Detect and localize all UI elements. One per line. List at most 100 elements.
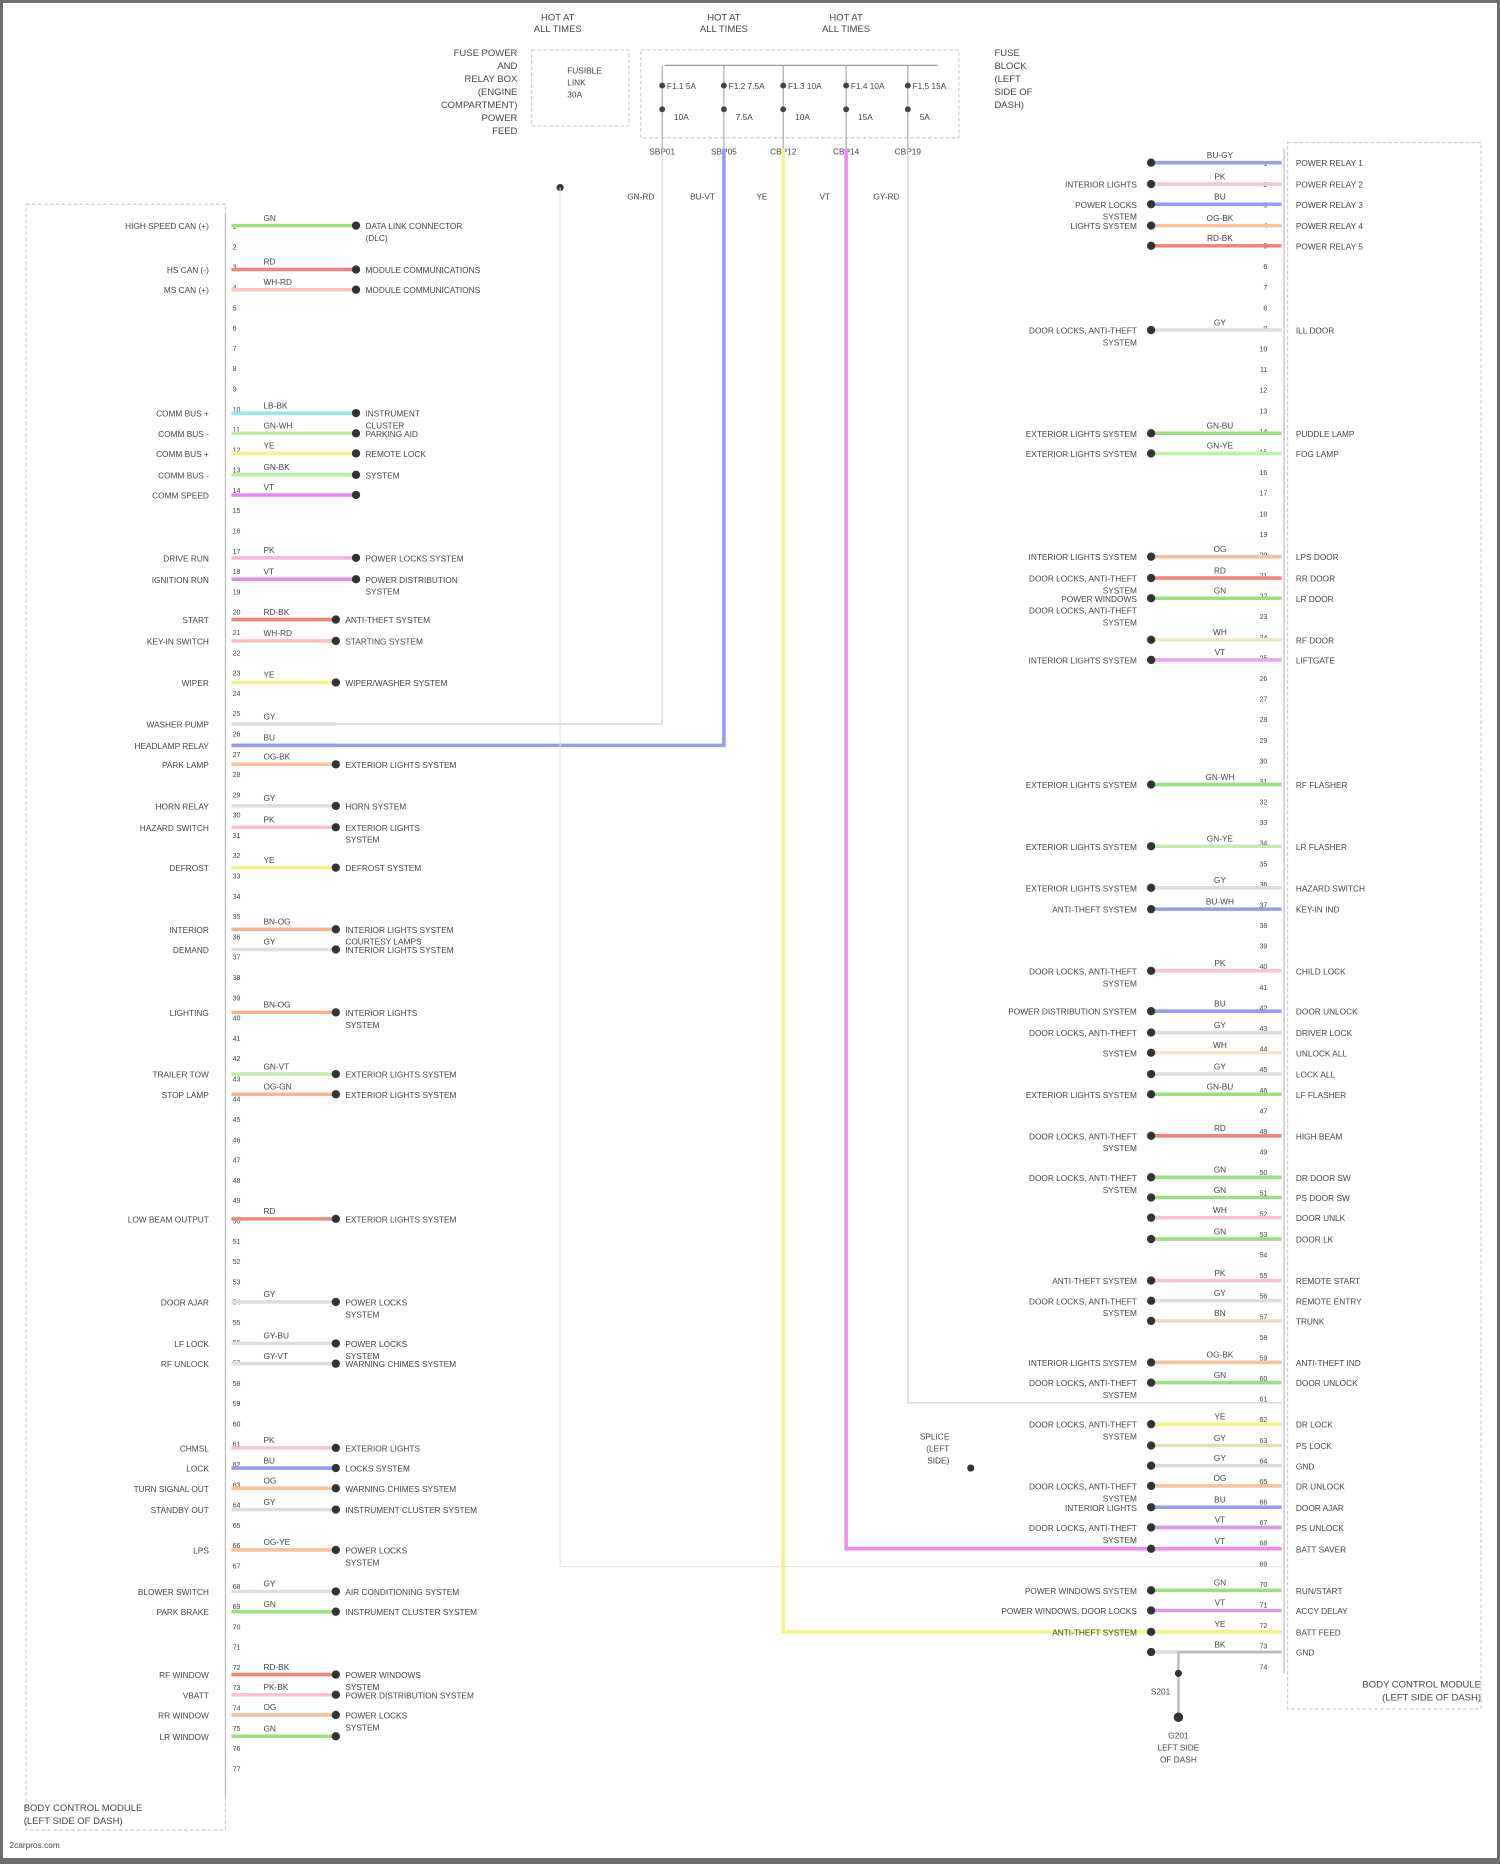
pin-number: 57 xyxy=(1259,1313,1267,1321)
wire-color-code: BK xyxy=(1214,1639,1226,1649)
connector-dot xyxy=(331,615,340,624)
wire-color-code: YE xyxy=(263,670,275,680)
right-wire-destination: EXTERIOR LIGHTS SYSTEM xyxy=(1026,883,1137,893)
wire-color-code: GN-YE xyxy=(1207,833,1234,843)
connector-dot xyxy=(331,1463,340,1473)
pin-number: 33 xyxy=(233,873,241,881)
wire-color-code: BU-WH xyxy=(1206,896,1234,906)
pin-number: 51 xyxy=(1259,1190,1267,1198)
connector-dot xyxy=(331,1670,340,1679)
right-wire-destination: INTERIOR LIGHTS xyxy=(1065,1503,1137,1513)
fuse-box-left-label: AND xyxy=(497,61,517,72)
pin-number: 58 xyxy=(1259,1334,1267,1342)
left-pin-signal: DOOR AJAR xyxy=(161,1297,209,1307)
fuse-block-label: FUSE xyxy=(994,48,1019,59)
pin-number: 60 xyxy=(1259,1375,1267,1383)
splice-label: (LEFT xyxy=(926,1443,949,1453)
pin-number: 41 xyxy=(1259,984,1267,992)
pin-number: 72 xyxy=(233,1664,241,1672)
left-wire-destination: SYSTEM xyxy=(345,1557,379,1567)
connector-dot xyxy=(331,1297,340,1307)
pin-number: 30 xyxy=(1259,757,1267,765)
fuse-label: F1.4 10A xyxy=(851,81,885,91)
wire-color-code: GN xyxy=(263,1724,275,1734)
wire-color-code: GY xyxy=(1214,875,1226,885)
wire-color-code: GY xyxy=(263,1289,275,1299)
pin-number: 32 xyxy=(1259,799,1267,807)
connector-dot xyxy=(1146,904,1156,914)
connector-dot xyxy=(331,636,340,646)
pin-number: 53 xyxy=(1259,1231,1267,1239)
right-wire-destination: POWER DISTRIBUTION SYSTEM xyxy=(1008,1007,1137,1017)
fuse-label: F1.3 10A xyxy=(788,81,822,91)
connector-dot xyxy=(331,1069,340,1079)
right-pin-signal: LPS DOOR xyxy=(1296,552,1339,562)
right-wire-destination: SYSTEM xyxy=(1103,1048,1137,1058)
connector-dot xyxy=(351,449,361,458)
wire-color-code: GY xyxy=(263,1579,275,1589)
connector-dot xyxy=(1146,635,1156,644)
connector-dot xyxy=(351,490,361,500)
pin-number: 39 xyxy=(233,994,241,1002)
connector-dot xyxy=(1146,1173,1156,1182)
wire-color-code: YE xyxy=(263,441,275,451)
right-pin-signal: LIFTGATE xyxy=(1296,655,1335,665)
pin-number: 13 xyxy=(1259,407,1267,415)
right-pin-signal: RF DOOR xyxy=(1296,635,1334,645)
connector-dot xyxy=(331,925,340,934)
wire-color-code: OG-YE xyxy=(263,1537,290,1547)
left-pin-signal: LR WINDOW xyxy=(160,1732,209,1742)
right-pin-signal: DR LOCK xyxy=(1296,1420,1333,1430)
left-pin-signal: PARK LAMP xyxy=(162,760,209,770)
right-wire-destination: SYSTEM xyxy=(1103,618,1137,628)
pin-number: 7 xyxy=(233,345,237,353)
pin-number: 61 xyxy=(233,1441,241,1449)
right-wire-destination: DOOR LOCKS, ANTI-THEFT xyxy=(1029,1296,1137,1306)
right-wire-destination: EXTERIOR LIGHTS SYSTEM xyxy=(1026,449,1137,459)
pin-number: 43 xyxy=(233,1075,241,1083)
pin-number: 21 xyxy=(233,629,241,637)
wire-color-code: GY xyxy=(263,937,275,947)
wire-color-code: RD xyxy=(1214,1123,1226,1133)
pin-number: 47 xyxy=(233,1157,241,1165)
splice-label: SIDE) xyxy=(927,1455,949,1465)
pin-number: 32 xyxy=(233,852,241,860)
connector-dot xyxy=(1146,1048,1156,1057)
connector-dot xyxy=(1146,1503,1156,1512)
right-pin-signal: CHILD LOCK xyxy=(1296,966,1346,976)
connector-dot xyxy=(331,801,340,811)
pin-number: 14 xyxy=(233,487,241,495)
connector-dot xyxy=(1146,1358,1156,1367)
fuse-terminal xyxy=(904,106,911,113)
left-pin-signal: STOP LAMP xyxy=(162,1090,210,1100)
connector-dot xyxy=(331,1505,340,1514)
right-wire-destination: SYSTEM xyxy=(1103,978,1137,988)
right-pin-signal: PS UNLOCK xyxy=(1296,1523,1344,1533)
wire-color-code: GN xyxy=(1214,1370,1226,1380)
left-pin-signal: RF WINDOW xyxy=(159,1670,209,1680)
wire-color-code: RD xyxy=(263,257,275,267)
hot-at-all-times-label: ALL TIMES xyxy=(534,24,582,35)
left-wire-destination: DEFROST SYSTEM xyxy=(345,863,421,873)
left-wire-destination: SYSTEM xyxy=(345,1682,379,1692)
pin-number: 43 xyxy=(1259,1025,1267,1033)
connector-dot xyxy=(1146,1586,1156,1595)
right-pin-signal: DOOR UNLK xyxy=(1296,1213,1346,1223)
left-wire-destination: INSTRUMENT CLUSTER SYSTEM xyxy=(345,1607,477,1617)
splice-dot xyxy=(556,184,564,192)
fuse-terminal xyxy=(780,106,787,113)
right-wire-destination: SYSTEM xyxy=(1103,1308,1137,1318)
right-pin-signal: LOCK ALL xyxy=(1296,1070,1336,1080)
fuse-wire-color: VT xyxy=(819,191,830,201)
left-wire-destination: SYSTEM xyxy=(345,835,379,845)
left-pin-signal: STANDBY OUT xyxy=(151,1505,209,1515)
right-wire-destination: INTERIOR LIGHTS SYSTEM xyxy=(1029,655,1137,665)
pin-number: 50 xyxy=(233,1217,241,1225)
wire-color-code: YE xyxy=(263,855,275,865)
pin-number: 44 xyxy=(1259,1046,1267,1054)
left-pin-signal: BLOWER SWITCH xyxy=(138,1587,209,1597)
fuse-terminal xyxy=(843,106,850,113)
wire-color-code: BN-OG xyxy=(263,917,290,927)
right-wire-destination: SYSTEM xyxy=(1103,1390,1137,1400)
left-wire-destination: EXTERIOR LIGHTS SYSTEM xyxy=(345,1090,456,1100)
